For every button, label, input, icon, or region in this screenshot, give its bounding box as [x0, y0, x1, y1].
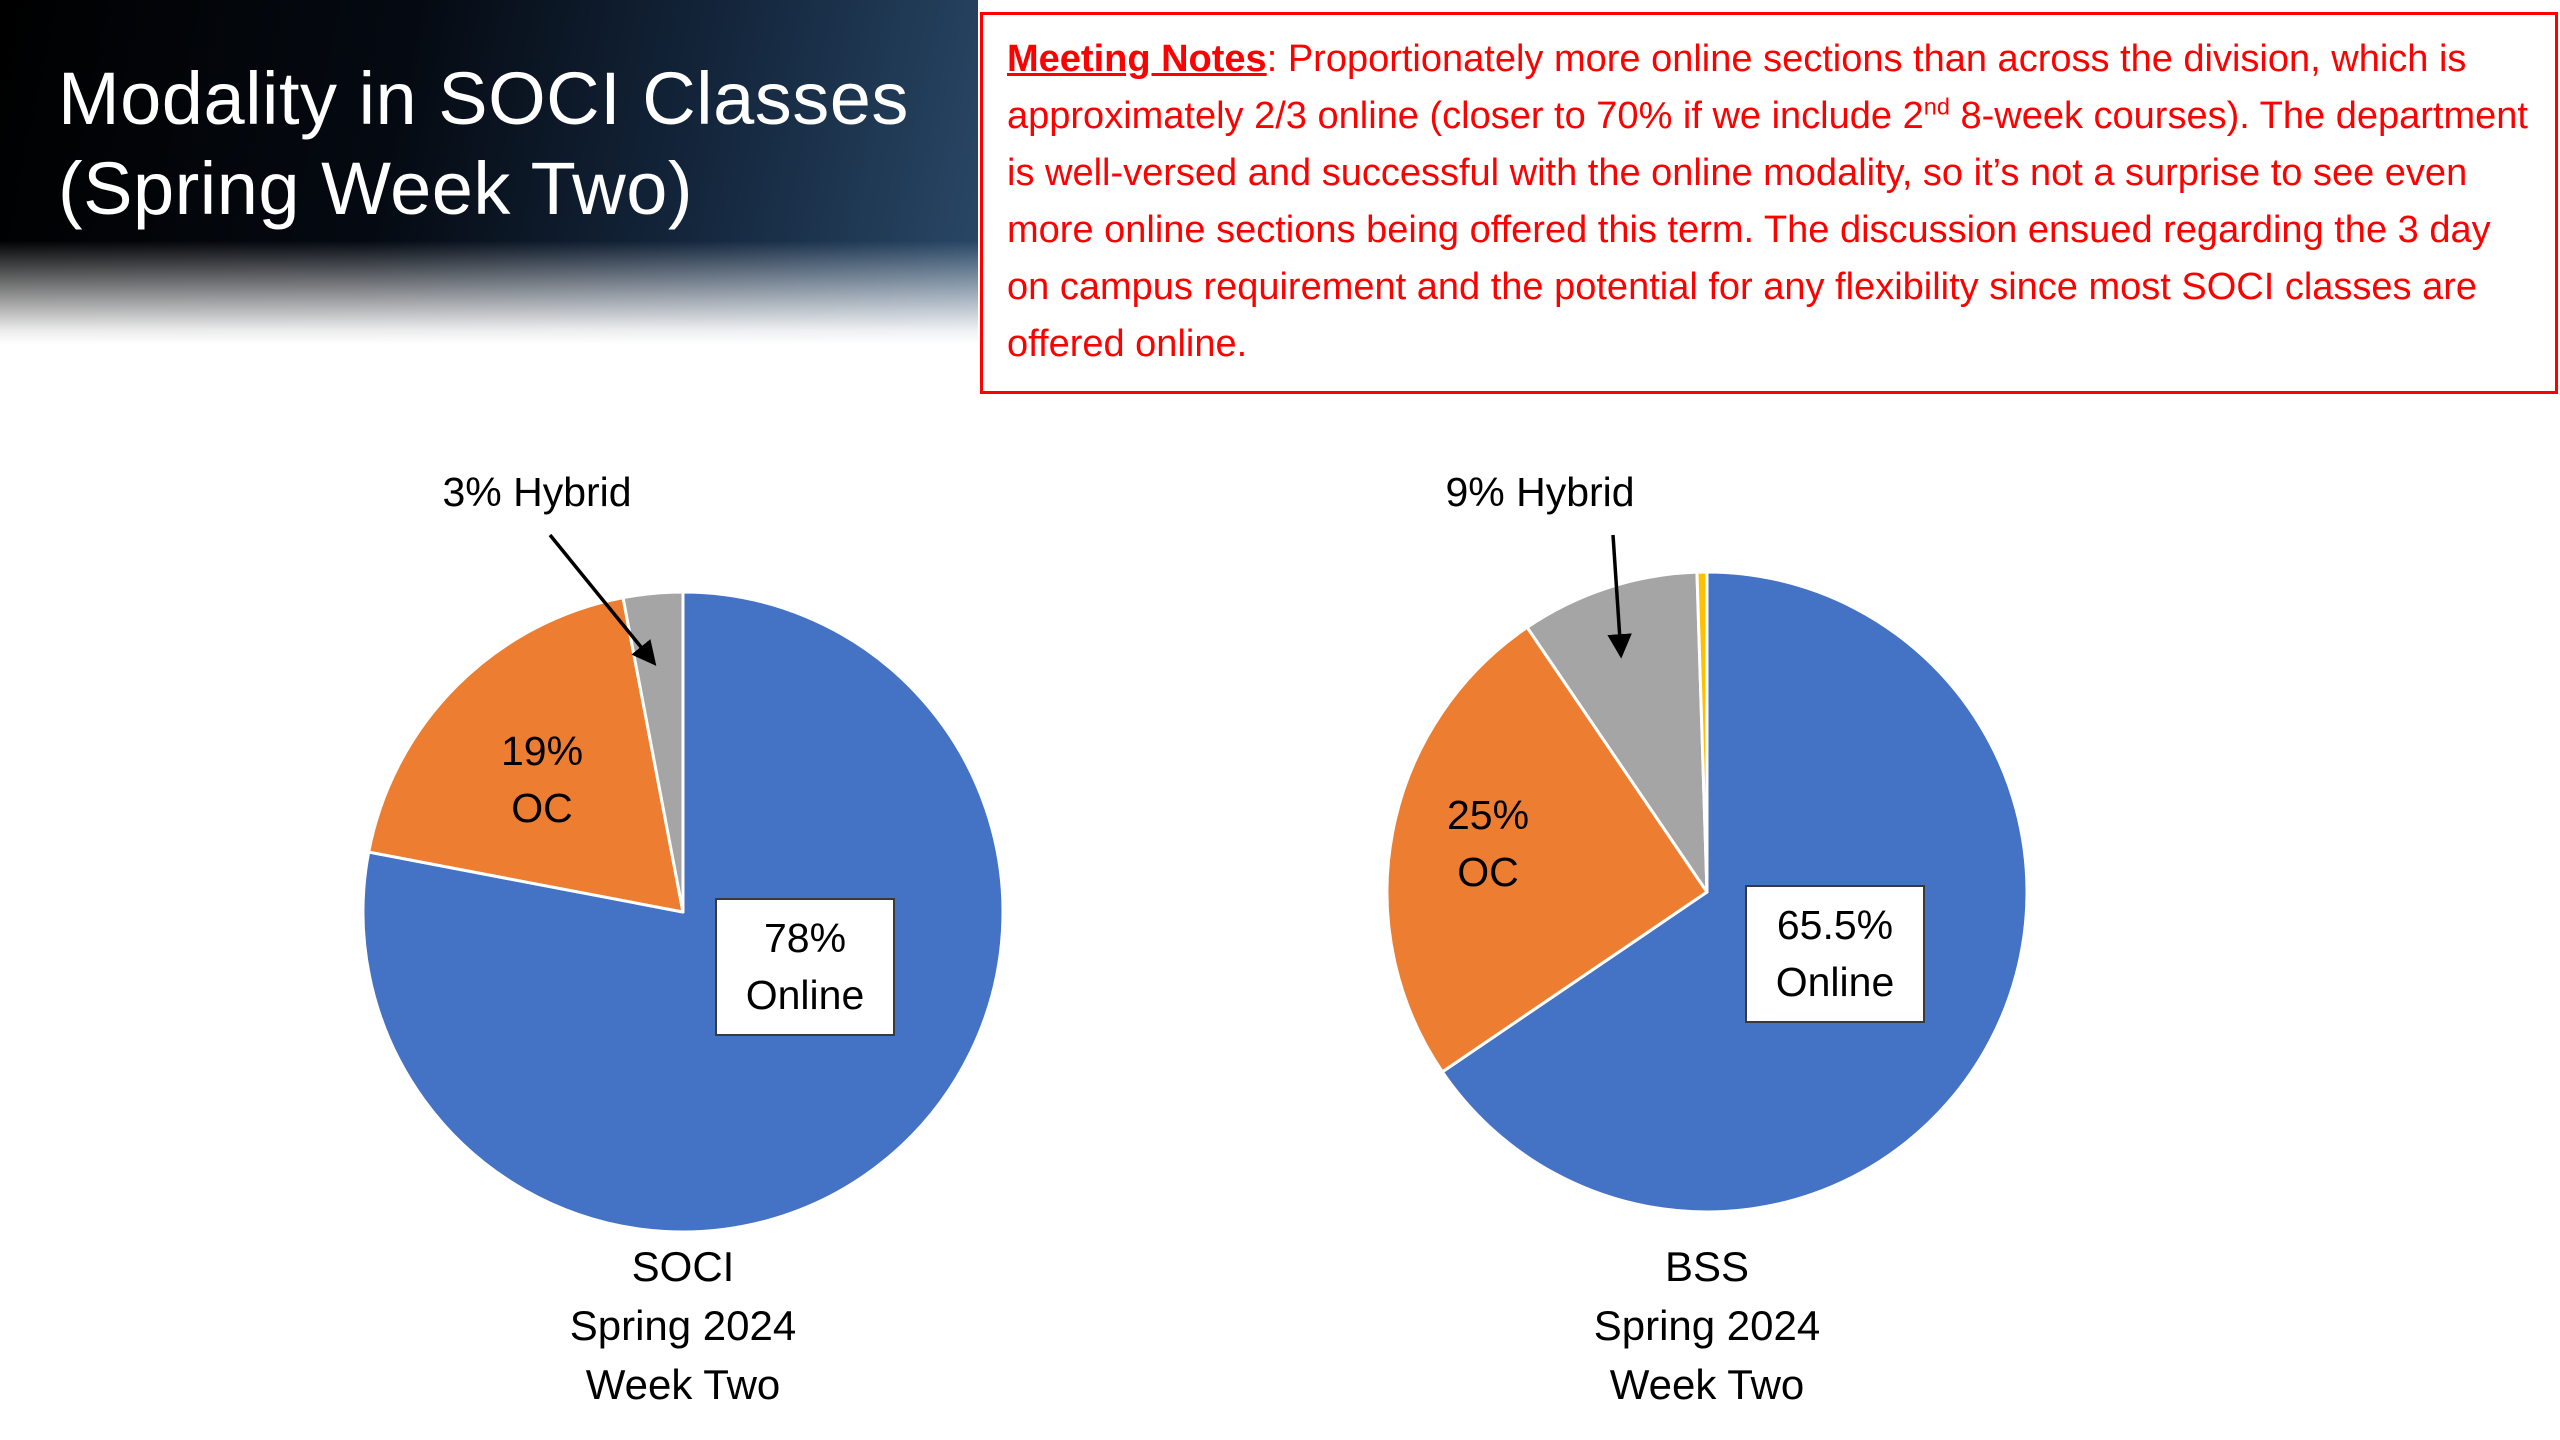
online-percent-label: 78% [763, 915, 847, 961]
online-name-label: Online [745, 972, 865, 1018]
page-title: Modality in SOCI Classes (Spring Week Two… [0, 0, 978, 235]
online-slice-label-box: 78% Online [715, 898, 895, 1036]
hybrid-callout-label: 3% Hybrid [442, 469, 632, 515]
oc-name-label: OC [511, 785, 573, 831]
pie-slice-sliver [1695, 570, 1709, 894]
page-title-line2: (Spring Week Two) [58, 147, 694, 231]
pie-slice-hybrid [1525, 570, 1709, 894]
oc-percent-label: 19% [500, 728, 584, 774]
oc-name-label: OC [1457, 849, 1519, 895]
page-title-line1: Modality in SOCI Classes [58, 57, 909, 140]
pie-slice-oc [1385, 625, 1709, 1074]
pie-caption-soci: SOCI Spring 2024 Week Two [263, 1237, 1103, 1414]
caption-line3: Week Two [1609, 1361, 1805, 1408]
meeting-notes-heading: Meeting Notes [1007, 38, 1267, 80]
caption-line3: Week Two [585, 1361, 781, 1408]
meeting-notes-box: Meeting Notes: Proportionately more onli… [980, 12, 2558, 394]
oc-slice-label: 25% OC [1378, 787, 1598, 901]
online-percent-label: 65.5% [1776, 902, 1894, 948]
online-name-label: Online [1775, 959, 1895, 1005]
caption-line1: BSS [1664, 1243, 1750, 1290]
pie-slice-online [1440, 570, 2029, 1214]
hybrid-callout-label: 9% Hybrid [1445, 469, 1635, 515]
slide-title-block: Modality in SOCI Classes (Spring Week Two… [0, 0, 978, 344]
oc-slice-label: 19% OC [432, 723, 652, 837]
meeting-notes-paragraph: Meeting Notes: Proportionately more onli… [1007, 31, 2531, 373]
caption-line1: SOCI [631, 1243, 735, 1290]
pie-caption-bss: BSS Spring 2024 Week Two [1287, 1237, 2127, 1414]
pie-chart-soci [361, 590, 1005, 1234]
oc-percent-label: 25% [1446, 792, 1530, 838]
pie-figure-soci: 3% Hybrid 19% OC 78% Online SOCI Spring 20… [263, 455, 1103, 1408]
pie-chart-bss [1385, 570, 2029, 1214]
caption-line2: Spring 2024 [1593, 1302, 1821, 1349]
meeting-notes-superscript: nd [1923, 93, 1950, 120]
caption-line2: Spring 2024 [569, 1302, 797, 1349]
meeting-notes-text: : Proportionately more online sections t… [1007, 38, 2467, 137]
pie-figure-bss: 9% Hybrid 25% OC 65.5% Online BSS Spring 2… [1287, 455, 2127, 1408]
online-slice-label-box: 65.5% Online [1745, 885, 1925, 1023]
meeting-notes-text-continued: 8-week courses). The department is well-… [1007, 95, 2528, 365]
